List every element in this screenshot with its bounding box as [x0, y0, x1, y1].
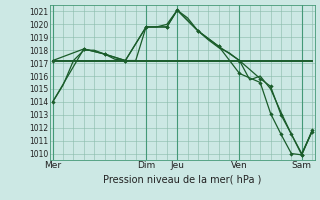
X-axis label: Pression niveau de la mer( hPa ): Pression niveau de la mer( hPa ) — [103, 175, 261, 185]
